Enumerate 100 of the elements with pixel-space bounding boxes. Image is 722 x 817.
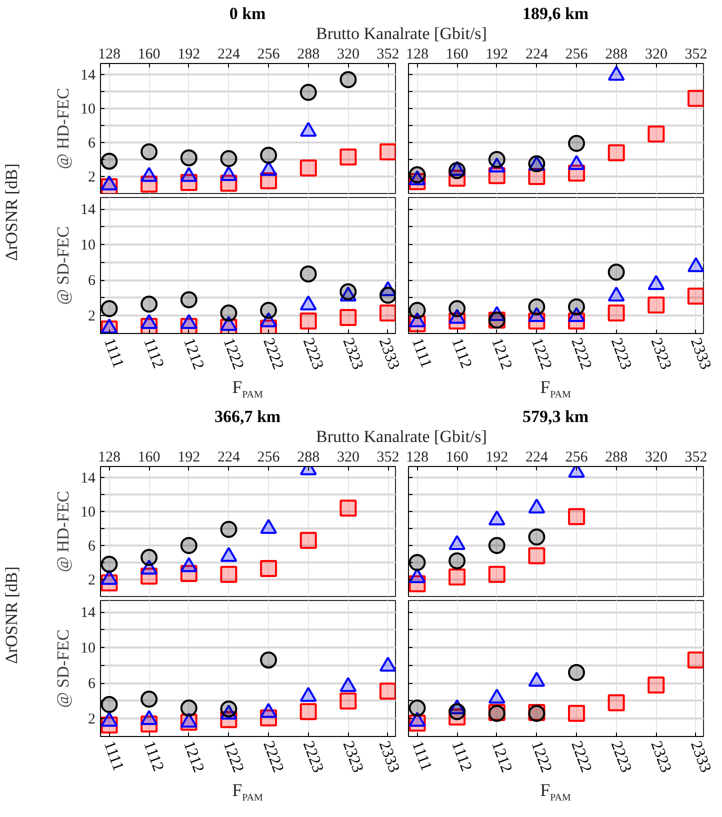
y-tick-label: 2 xyxy=(88,712,96,728)
point xyxy=(180,149,198,166)
point xyxy=(687,652,704,669)
x-tick-label: 1112 xyxy=(140,738,167,774)
x-tick-label: 2333 xyxy=(687,738,714,775)
point xyxy=(528,547,546,564)
y-axis-title: @ HD-FEC xyxy=(54,88,72,170)
point xyxy=(300,84,317,101)
point xyxy=(488,566,506,583)
chart-title: 189,6 km xyxy=(522,3,589,25)
x-tick-label: 256 xyxy=(565,450,588,466)
y-tick-label: 10 xyxy=(80,238,96,254)
x-tick-label: 128 xyxy=(98,46,120,62)
point xyxy=(648,676,665,694)
x-tick-label: 256 xyxy=(257,46,280,62)
x-tick-label: 192 xyxy=(486,46,508,62)
x-tick-label: 1212 xyxy=(488,738,515,775)
x-tick-label: 1212 xyxy=(488,336,515,372)
x-tick-label: 1112 xyxy=(140,336,167,371)
point xyxy=(220,304,238,322)
x-axis-title: F$_{PAM}$ xyxy=(540,376,571,403)
point xyxy=(568,298,586,316)
point xyxy=(300,703,317,720)
point xyxy=(140,548,158,566)
x-tick-label: 2222 xyxy=(260,738,287,775)
point xyxy=(608,304,625,322)
y-tick-label: 6 xyxy=(88,136,96,152)
y-tick-label: 10 xyxy=(80,102,96,118)
point xyxy=(140,690,158,708)
x-tick-label: 2323 xyxy=(647,336,674,372)
x-tick-label: 2223 xyxy=(607,738,634,775)
point xyxy=(300,312,317,330)
point xyxy=(608,694,625,712)
x-tick-label: 224 xyxy=(217,450,240,466)
x-tick-label: 352 xyxy=(684,46,708,62)
x-tick-label: 2223 xyxy=(607,336,634,372)
point xyxy=(300,265,317,282)
x-tick-label: 256 xyxy=(565,46,588,62)
y-tick-label: 14 xyxy=(80,68,96,84)
point xyxy=(340,148,357,166)
y-tick-label: 6 xyxy=(88,676,96,692)
point xyxy=(379,304,396,322)
x-tick-label: 1222 xyxy=(528,336,555,372)
point xyxy=(300,160,317,177)
point xyxy=(528,298,546,316)
point xyxy=(140,314,158,330)
x-axis-title: Brutto Kanalrate [Gbit/s] xyxy=(316,426,487,448)
x-tick-label: 288 xyxy=(297,450,320,466)
point xyxy=(408,302,426,319)
x-tick-label: 320 xyxy=(644,450,668,466)
x-tick-label: 2222 xyxy=(568,738,595,775)
point xyxy=(408,166,426,184)
x-tick-label: 1222 xyxy=(220,336,247,372)
point xyxy=(448,162,466,180)
x-tick-label: 2323 xyxy=(339,336,366,372)
point xyxy=(340,500,357,517)
x-tick-label: 160 xyxy=(446,46,468,62)
x-tick-label: 1112 xyxy=(448,336,475,371)
point xyxy=(100,696,118,713)
y-axis-title: @ SD-FEC xyxy=(54,226,72,305)
point xyxy=(260,146,278,164)
y-tick-label: 2 xyxy=(88,170,96,186)
x-tick-label: 320 xyxy=(644,46,668,62)
y-tick-label: 14 xyxy=(80,202,96,218)
point xyxy=(687,257,704,272)
x-tick-label: 224 xyxy=(525,450,548,466)
x-tick-label: 1111 xyxy=(408,336,435,370)
point xyxy=(100,152,118,170)
point xyxy=(220,700,238,718)
point xyxy=(340,71,357,88)
x-tick-label: 320 xyxy=(336,450,360,466)
y-tick-label: 6 xyxy=(88,273,96,290)
x-tick-label: 128 xyxy=(406,46,428,62)
text: ΔrOSNR [dB] xyxy=(0,566,22,664)
point xyxy=(687,288,704,305)
y-tick-label: 6 xyxy=(88,538,96,555)
y-tick-label: 2 xyxy=(88,572,96,589)
point xyxy=(408,700,426,717)
x-tick-label: 1212 xyxy=(180,738,207,775)
point xyxy=(448,300,466,318)
point xyxy=(568,704,586,722)
point xyxy=(568,664,586,681)
x-tick-label: 288 xyxy=(297,46,320,62)
chart-title: 366,7 km xyxy=(214,406,281,428)
x-tick-label: 1212 xyxy=(180,336,207,372)
x-axis-title: F$_{PAM}$ xyxy=(232,376,263,403)
x-tick-label: 2323 xyxy=(647,738,674,775)
point xyxy=(408,554,426,571)
point xyxy=(688,90,704,107)
x-tick-label: 1111 xyxy=(408,738,435,774)
x-tick-label: 288 xyxy=(605,450,628,466)
point xyxy=(140,296,158,313)
y-tick-label: 14 xyxy=(80,605,96,622)
x-tick-label: 2333 xyxy=(687,336,714,372)
x-tick-label: 2223 xyxy=(299,738,326,775)
x-tick-label: 2323 xyxy=(339,738,366,775)
chart-title: 0 km xyxy=(229,3,266,25)
point xyxy=(448,552,466,570)
x-tick-label: 288 xyxy=(605,46,628,62)
point xyxy=(648,126,665,143)
